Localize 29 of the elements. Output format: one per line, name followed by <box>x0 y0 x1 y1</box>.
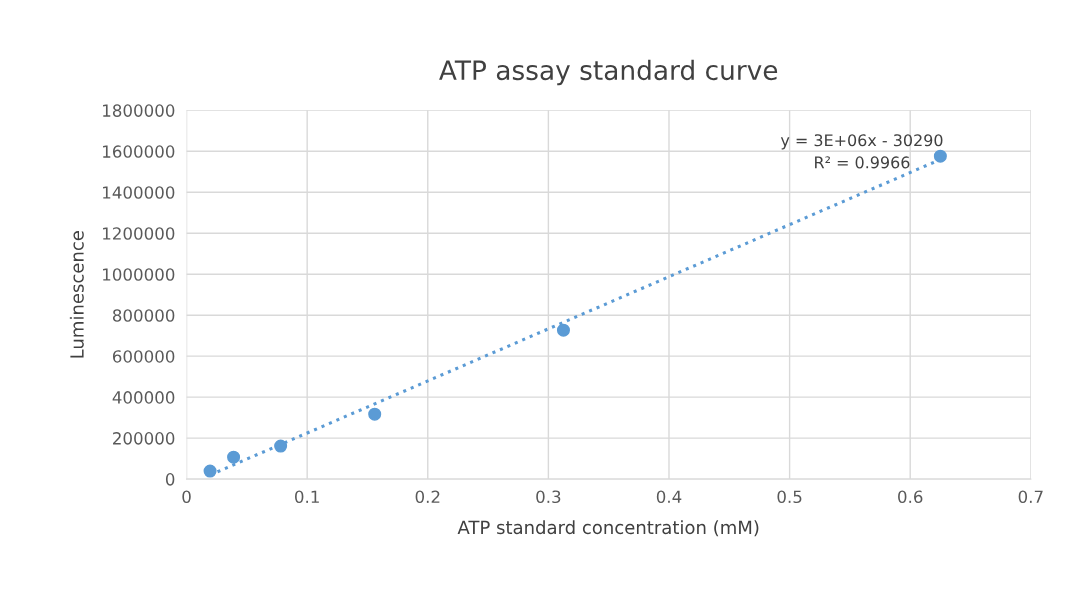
y-tick-label: 200000 <box>113 432 175 445</box>
y-tick-label: 400000 <box>112 391 175 404</box>
y-tick-label: 1200000 <box>103 227 175 240</box>
y-tick-label: 1600000 <box>103 145 175 158</box>
y-tick-label: 600000 <box>112 350 175 363</box>
annotation: y = 3E+06x - 30290 <box>780 134 943 150</box>
x-tick-label: 0.4 <box>656 490 682 504</box>
point <box>203 464 217 478</box>
y-tick-label: 800000 <box>112 309 175 322</box>
x-tick-label: 0.7 <box>1018 490 1043 504</box>
chart-title: ATP assay standard curve <box>439 59 778 86</box>
y-tick-label: 1800000 <box>103 104 175 117</box>
x-tick-label: 0.5 <box>777 490 802 504</box>
y-tick-label: 1400000 <box>103 186 175 199</box>
x-tick-label: 0 <box>182 490 191 504</box>
point <box>556 323 570 337</box>
y-tick-label: 1000000 <box>103 268 175 281</box>
point <box>933 149 947 163</box>
x-tick-label: 0.3 <box>536 490 561 504</box>
point <box>274 439 288 453</box>
point <box>227 450 241 464</box>
annotation: R² = 0.9966 <box>815 156 910 169</box>
y-axis-title: Luminescence <box>69 231 84 358</box>
x-tick-label: 0.6 <box>898 490 923 504</box>
point <box>368 407 382 421</box>
x-tick-label: 0.2 <box>415 490 440 504</box>
x-axis-title: ATP standard concentration (mM) <box>457 520 759 537</box>
y-tick-label: 0 <box>165 473 175 486</box>
x-tick-label: 0.1 <box>295 490 319 504</box>
